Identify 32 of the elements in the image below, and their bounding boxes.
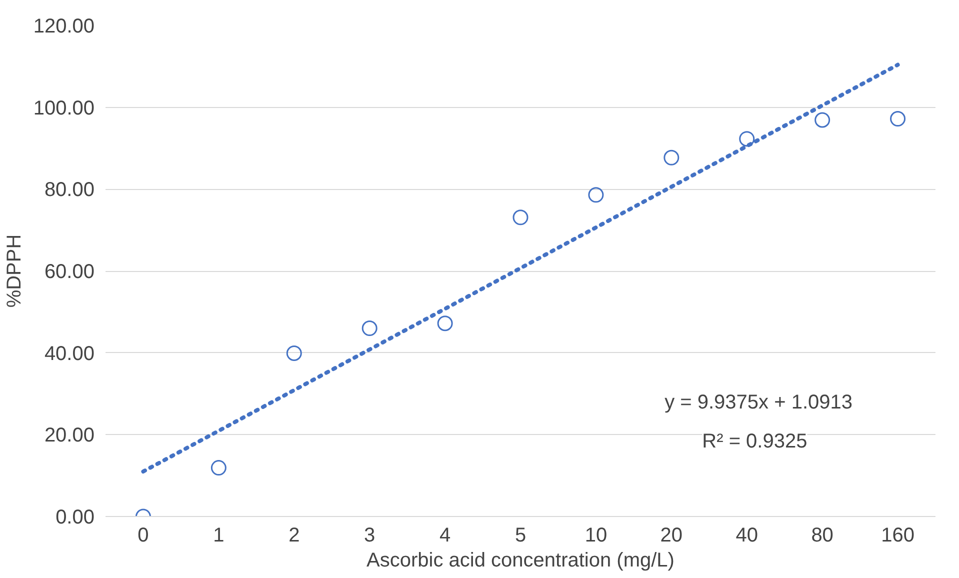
point [210, 460, 226, 476]
x-tick-label: 5 [514, 524, 526, 546]
point [739, 131, 755, 147]
y-tick-label: 40.00 [44, 342, 95, 365]
x-tick-label: 10 [584, 524, 608, 546]
x-axis-title: Ascorbic acid concentration (mg/L) [366, 550, 674, 572]
y-tick-label: 20.00 [44, 424, 95, 447]
x-tick-label: 3 [364, 524, 376, 546]
x-tick-label: 4 [439, 524, 451, 546]
y-tick-label: 100.00 [33, 97, 94, 120]
y-tick-label: 120.00 [33, 16, 94, 38]
point [512, 210, 528, 226]
point [814, 112, 830, 128]
y-axis-title: %DPPH [3, 234, 26, 308]
point [890, 111, 906, 127]
y-tick-label: 80.00 [44, 179, 95, 202]
annotation: R² = 0.9325 [702, 430, 808, 453]
x-tick-label: 0 [138, 524, 149, 546]
point [437, 316, 453, 332]
point [286, 346, 302, 361]
x-tick-label: 2 [288, 524, 300, 546]
y-tick-label: 0.00 [56, 506, 95, 528]
x-tick-label: 20 [660, 524, 683, 546]
point [588, 187, 604, 203]
x-tick-label: 80 [811, 524, 834, 546]
x-tick-label: 40 [736, 524, 758, 546]
y-tick-label: 60.00 [44, 261, 95, 283]
point [664, 150, 680, 166]
x-tick-label: 1 [213, 524, 224, 546]
x-tick-label: 160 [881, 524, 914, 546]
annotation: y = 9.9375x + 1.0913 [664, 391, 853, 414]
point [362, 320, 378, 336]
